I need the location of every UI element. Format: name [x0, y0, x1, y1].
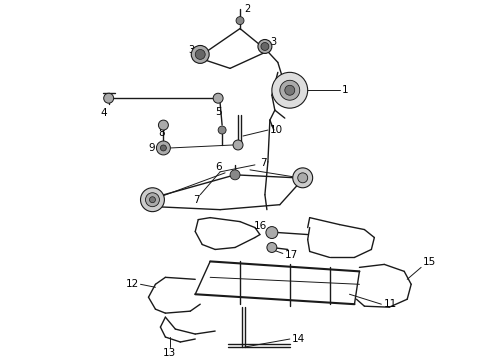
Text: 3: 3	[270, 37, 276, 48]
Text: 16: 16	[254, 221, 267, 231]
Text: 3: 3	[188, 45, 195, 55]
Text: 11: 11	[383, 299, 396, 309]
Circle shape	[258, 40, 272, 53]
Text: 17: 17	[285, 251, 298, 260]
Text: 8: 8	[158, 128, 165, 138]
Text: 12: 12	[125, 279, 139, 289]
Text: 5: 5	[215, 107, 222, 117]
Circle shape	[141, 188, 165, 212]
Circle shape	[195, 49, 205, 59]
Text: 13: 13	[162, 348, 175, 358]
Circle shape	[158, 120, 169, 130]
Circle shape	[218, 126, 226, 134]
Circle shape	[293, 168, 313, 188]
Circle shape	[230, 170, 240, 180]
Circle shape	[160, 145, 167, 151]
Text: 1: 1	[342, 85, 348, 95]
Text: 4: 4	[101, 108, 107, 118]
Circle shape	[156, 141, 171, 155]
Circle shape	[298, 173, 308, 183]
Text: 9: 9	[148, 143, 155, 153]
Circle shape	[267, 243, 277, 252]
Text: 15: 15	[423, 257, 437, 267]
Text: 2: 2	[244, 4, 250, 14]
Text: 6: 6	[215, 162, 222, 172]
Text: 7: 7	[260, 158, 267, 168]
Circle shape	[280, 80, 300, 100]
Text: 10: 10	[270, 125, 283, 135]
Circle shape	[233, 140, 243, 150]
Text: 7: 7	[193, 195, 200, 205]
Circle shape	[149, 197, 155, 203]
Circle shape	[266, 226, 278, 239]
Circle shape	[285, 85, 295, 95]
Circle shape	[146, 193, 159, 207]
Text: 14: 14	[292, 334, 305, 344]
Circle shape	[213, 93, 223, 103]
Circle shape	[191, 45, 209, 63]
Circle shape	[272, 72, 308, 108]
Circle shape	[236, 17, 244, 24]
Circle shape	[261, 42, 269, 50]
Circle shape	[104, 93, 114, 103]
